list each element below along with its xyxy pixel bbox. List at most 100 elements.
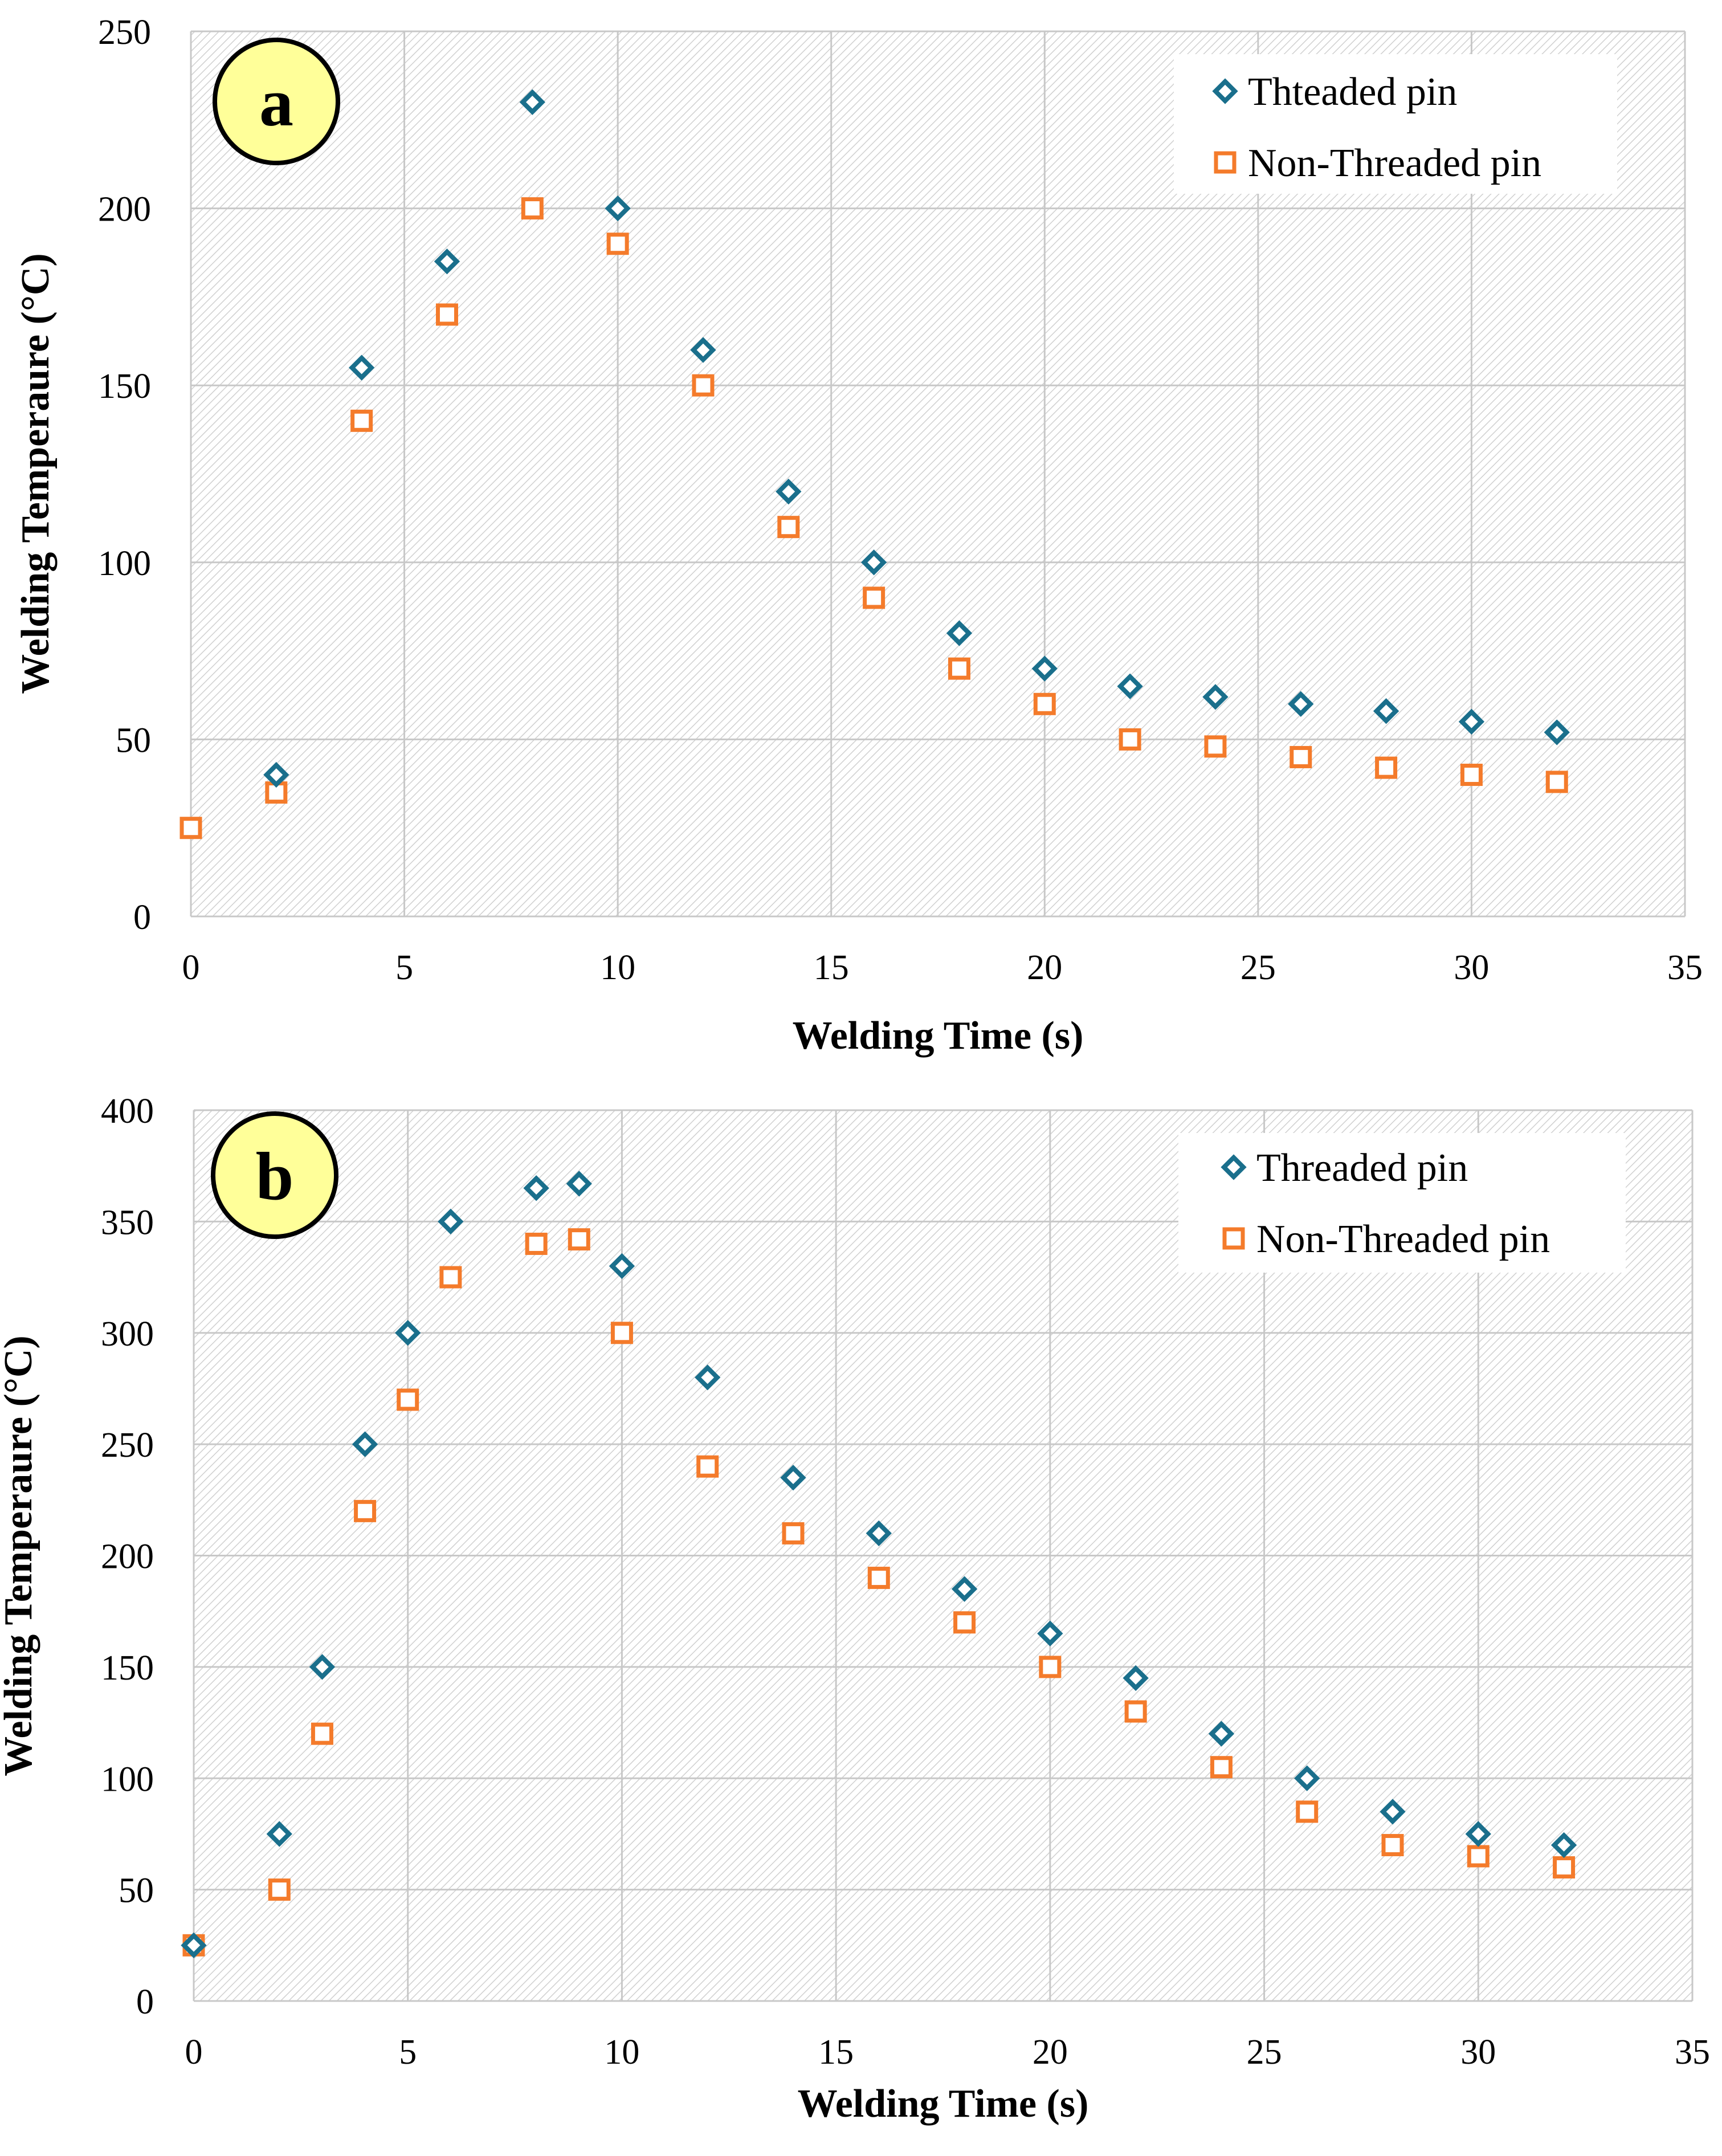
x-tick-label: 0 <box>182 948 200 987</box>
legend-marker-diamond <box>1212 78 1238 104</box>
panel-letter: b <box>256 1138 294 1214</box>
data-point-square <box>1124 1700 1147 1723</box>
y-tick-label: 150 <box>101 1649 154 1688</box>
data-point-square <box>1375 756 1398 779</box>
data-point-square <box>1545 771 1568 793</box>
data-point-diamond <box>946 620 973 646</box>
data-point-diamond <box>1544 719 1570 745</box>
data-point-diamond <box>395 1320 421 1346</box>
data-point-square <box>311 1722 333 1745</box>
y-tick-label: 350 <box>101 1203 154 1242</box>
data-point-square <box>525 1232 548 1255</box>
chart-panel-a: 0 50 100 150 200 250 0 5 10 15 20 25 30 35 Welding Tim… <box>14 13 1703 1058</box>
chart-panel-b: 0 50 100 150 200 250 300 350 400 0 5 10 15 20 25 30 35 We… <box>0 1092 1710 2126</box>
data-point-diamond <box>349 354 375 381</box>
x-axis-title: Welding Time (s) <box>793 1014 1084 1058</box>
data-point-square <box>265 781 288 804</box>
y-axis-title: Welding Temperaure (°C) <box>0 1335 40 1776</box>
data-point-diamond <box>1117 673 1143 699</box>
data-point-square <box>1204 735 1227 758</box>
legend-box <box>1178 1133 1626 1273</box>
data-point-square <box>696 1455 719 1478</box>
data-point-diamond <box>352 1431 378 1457</box>
data-point-square <box>777 516 800 539</box>
data-point-diamond <box>1202 684 1229 710</box>
data-point-diamond <box>1288 691 1314 717</box>
data-point-diamond <box>519 89 545 115</box>
legend-label: Non-Threaded pin <box>1256 1217 1550 1261</box>
data-point-diamond <box>690 337 716 363</box>
x-tick-label: 30 <box>1460 2033 1496 2072</box>
data-point-diamond <box>1208 1721 1235 1747</box>
legend-marker-diamond <box>1221 1154 1247 1180</box>
x-tick-label: 10 <box>600 948 635 987</box>
data-point-square <box>1210 1756 1233 1779</box>
data-point-diamond <box>434 248 460 275</box>
data-point-square <box>268 1878 291 1901</box>
data-point-diamond <box>566 1171 592 1197</box>
data-point-diamond <box>1458 708 1485 735</box>
legend-label: Thteaded pin <box>1248 70 1457 114</box>
x-tick-label: 25 <box>1247 2033 1282 2072</box>
data-point-square <box>948 657 970 680</box>
data-point-square <box>1039 1656 1062 1678</box>
x-tick-label: 25 <box>1241 948 1276 987</box>
data-point-square <box>1381 1833 1404 1856</box>
data-point-square <box>953 1611 976 1634</box>
x-tick-label: 15 <box>814 948 849 987</box>
panel-badge <box>211 1111 338 1239</box>
x-tick-label: 5 <box>399 2033 417 2072</box>
data-point-diamond <box>523 1175 549 1201</box>
x-tick-label: 30 <box>1454 948 1489 987</box>
series-non-threaded <box>182 1228 1576 1957</box>
data-point-diamond <box>1380 1799 1406 1825</box>
legend-box <box>1174 54 1617 194</box>
data-point-diamond <box>951 1576 978 1602</box>
data-point-square <box>1467 1845 1490 1868</box>
legend-label: Non-Threaded pin <box>1248 141 1541 185</box>
y-tick-label: 200 <box>101 1538 154 1576</box>
x-tick-label: 5 <box>395 948 413 987</box>
data-point-diamond <box>605 195 631 222</box>
data-point-diamond <box>1294 1765 1320 1791</box>
y-tick-label: 100 <box>98 544 151 583</box>
data-point-square <box>350 409 373 432</box>
data-point-square <box>439 1266 462 1289</box>
data-point-square <box>1033 692 1056 715</box>
data-point-diamond <box>860 549 887 576</box>
data-point-square <box>1290 745 1312 768</box>
x-tick-label: 35 <box>1675 2033 1710 2072</box>
y-tick-label: 100 <box>101 1760 154 1799</box>
data-point-square <box>1553 1856 1576 1879</box>
data-point-diamond <box>609 1253 635 1279</box>
panel-letter: a <box>259 64 293 140</box>
data-point-square <box>867 1567 890 1590</box>
data-point-diamond <box>780 1465 806 1491</box>
data-point-square <box>1119 728 1141 751</box>
y-tick-label: 0 <box>133 898 151 937</box>
data-point-diamond <box>438 1208 464 1235</box>
data-point-diamond <box>776 478 802 505</box>
data-point-square <box>782 1522 805 1544</box>
data-point-diamond <box>181 1932 207 1958</box>
data-point-square <box>435 303 458 326</box>
y-tick-label: 200 <box>98 190 151 229</box>
y-tick-label: 50 <box>116 721 151 760</box>
y-tick-label: 50 <box>119 1872 154 1910</box>
y-axis-title: Welding Temperaure (°C) <box>14 253 58 694</box>
y-tick-label: 400 <box>101 1092 154 1131</box>
y-tick-label: 0 <box>136 1983 154 2021</box>
data-point-square <box>1460 764 1483 786</box>
data-point-diamond <box>695 1364 721 1391</box>
x-tick-label: 35 <box>1667 948 1703 987</box>
data-point-square <box>606 233 629 255</box>
data-point-diamond <box>263 761 289 788</box>
series-non-threaded <box>179 197 1568 839</box>
data-point-square <box>354 1499 377 1522</box>
y-tick-label: 300 <box>101 1315 154 1354</box>
x-tick-label: 0 <box>185 2033 203 2072</box>
data-point-diamond <box>266 1821 292 1847</box>
legend-label: Threaded pin <box>1256 1146 1468 1190</box>
